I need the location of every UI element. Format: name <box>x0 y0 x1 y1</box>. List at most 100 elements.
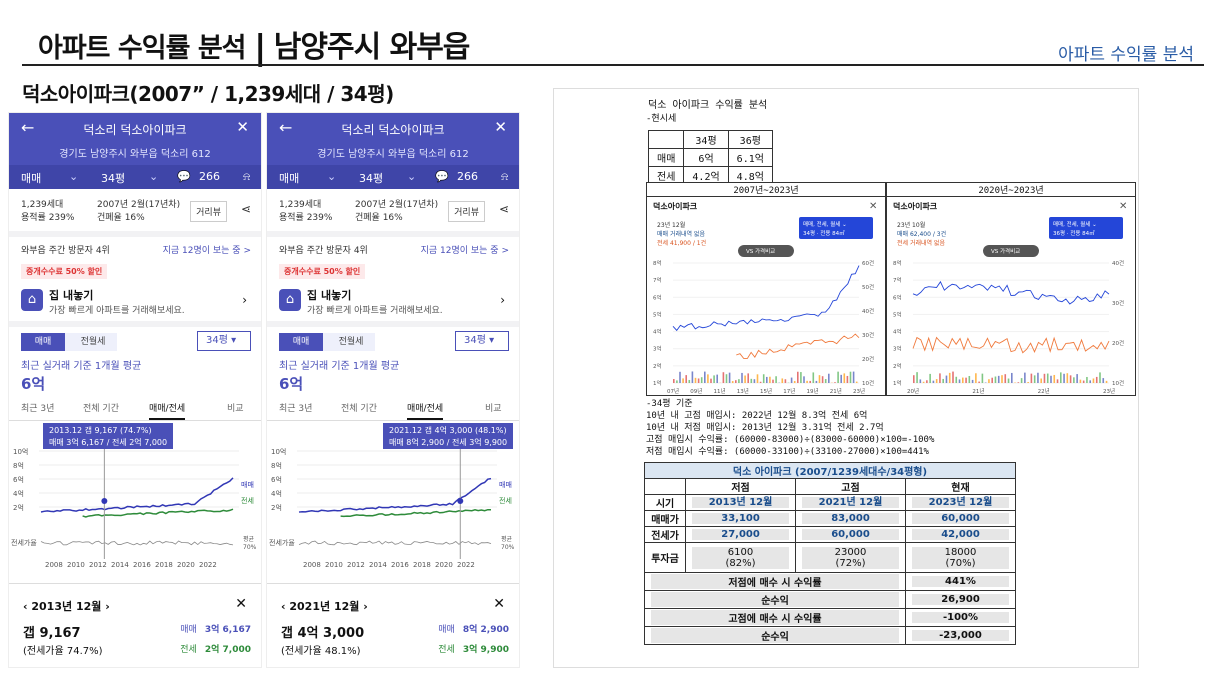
volume-bar <box>948 372 951 383</box>
prev-month-icon[interactable]: ‹ <box>281 600 290 613</box>
discount-badge: 중개수수료 50% 할인 <box>21 264 108 279</box>
jeonse-series-label: 전세 <box>499 496 512 505</box>
table-cell: 60,000 <box>904 510 1017 527</box>
size-select[interactable]: 34평 <box>359 172 384 185</box>
summary-value: -23,000 <box>911 630 1009 641</box>
volume-bar <box>1069 375 1072 383</box>
summary-value-cell: -100% <box>904 608 1017 627</box>
volume-bar <box>922 381 925 383</box>
now-viewing-link[interactable]: 지금 12명이 보는 중 > <box>162 246 251 256</box>
selected-month-detail: ‹ 2013년 12월 › ✕ 갭 9,167 (전세가율 74.7%) 매매 3… <box>9 583 261 663</box>
share-icon[interactable]: ⋖ <box>498 202 509 216</box>
next-month-icon[interactable]: › <box>359 600 368 613</box>
table-cell-value: 2023년 12월 <box>911 497 1009 508</box>
bell-icon[interactable]: ⍾ <box>243 170 251 183</box>
size-select[interactable]: 34평 <box>101 172 126 185</box>
x-tick-label: 2020 <box>435 561 453 569</box>
chart-note: 매매 거래내역 없음 <box>657 230 705 238</box>
tab-sale-jeonse[interactable]: 매매/전세 <box>149 401 186 420</box>
x-tick-label: 2012 <box>89 561 107 569</box>
back-arrow-icon[interactable]: ← <box>279 118 293 137</box>
volume-bar <box>784 379 787 383</box>
price-chart-svg: 10억 8억 6억 4억 2억 2008 2010 2012 2014 2016 2018 2020 2… <box>11 423 257 569</box>
y2-tick-label: 40건 <box>862 308 874 315</box>
summary-value-cell: 26,900 <box>904 590 1017 609</box>
close-icon[interactable]: ✕ <box>494 118 507 136</box>
close-icon[interactable]: ✕ <box>235 596 247 612</box>
street-view-button[interactable]: 거리뷰 <box>448 201 485 222</box>
tab-rent[interactable]: 전월세 <box>338 337 364 347</box>
trade-type-select[interactable]: 매매 <box>279 172 300 185</box>
share-icon[interactable]: ⋖ <box>240 202 251 216</box>
x-tick-label: 2014 <box>111 561 129 569</box>
volume-bar <box>1066 373 1069 383</box>
tab-recent-3y[interactable]: 최근 3년 <box>279 404 313 414</box>
comment-icon[interactable]: 💬 <box>435 170 449 183</box>
complex-address: 경기도 남양주시 와부읍 덕소리 612 <box>59 149 211 160</box>
x-tick-label: 2022 <box>199 561 217 569</box>
phone-screenshot: ← 덕소리 덕소아이파크 ✕ 경기도 남양주시 와부읍 덕소리 612 매매 ⌄… <box>266 112 520 668</box>
bell-icon[interactable]: ⍾ <box>501 170 509 183</box>
volume-bar <box>790 377 793 383</box>
tab-sale[interactable]: 매매 <box>279 333 323 351</box>
prev-month-icon[interactable]: ‹ <box>23 600 32 613</box>
close-icon[interactable]: ✕ <box>236 118 249 136</box>
volume-bar <box>828 373 830 383</box>
y-tick-label: 6억 <box>13 476 24 484</box>
compare-button[interactable] <box>738 245 794 257</box>
volume-bar <box>988 379 990 383</box>
banner-desc: 가장 빠르게 아파트를 거래해보세요. <box>307 306 443 316</box>
tab-sale[interactable]: 매매 <box>21 333 65 351</box>
chevron-down-icon: ⌄ <box>327 170 337 183</box>
close-icon[interactable]: ✕ <box>493 596 505 612</box>
filter-button[interactable] <box>1049 217 1123 239</box>
mini-cell: 6.1억 <box>727 148 773 167</box>
next-month-icon[interactable]: › <box>101 600 110 613</box>
tab-all-period[interactable]: 전체 기간 <box>341 404 377 414</box>
chart-price: 전세 41,900 / 1건 <box>657 239 706 247</box>
price-chart[interactable]: 10억 8억 6억 4억 2억 2008 2010 2012 2014 2016 2018 2020 2… <box>9 421 261 583</box>
y-tick-label: 1억 <box>653 379 662 387</box>
x-tick-label: 13년 <box>737 387 749 395</box>
volume-bar <box>716 374 718 383</box>
tab-rent[interactable]: 전월세 <box>80 337 106 347</box>
close-icon[interactable]: ✕ <box>1119 201 1127 212</box>
comment-count[interactable]: 266 <box>199 170 220 183</box>
list-property-banner[interactable]: ⌂ 집 내놓기 가장 빠르게 아파트를 거래해보세요. › <box>267 279 519 327</box>
street-view-button[interactable]: 거리뷰 <box>190 201 227 222</box>
size-dropdown[interactable]: 34평 ▾ <box>197 331 251 351</box>
size-dropdown[interactable]: 34평 ▾ <box>455 331 509 351</box>
back-arrow-icon[interactable]: ← <box>21 118 35 137</box>
tab-all-period[interactable]: 전체 기간 <box>83 404 119 414</box>
volume-bar <box>926 380 928 383</box>
tooltip-line1: 2021.12 갭 4억 3,000 (48.1%) <box>389 425 507 435</box>
compare-label: VS 가격비교 <box>746 247 775 255</box>
y-tick-label: 4억 <box>653 328 662 336</box>
close-icon[interactable]: ✕ <box>869 201 877 212</box>
list-property-banner[interactable]: ⌂ 집 내놓기 가장 빠르게 아파트를 거래해보세요. › <box>9 279 261 327</box>
y2-tick-label: 10건 <box>1112 380 1124 387</box>
comment-icon[interactable]: 💬 <box>177 170 191 183</box>
compare-button[interactable] <box>983 245 1039 257</box>
tab-compare[interactable]: 비교 <box>485 404 502 414</box>
table-cell-value: 60,000 <box>802 529 899 540</box>
table-cell-value: 18000 (70%) <box>911 546 1009 569</box>
y-tick-label: 7억 <box>893 276 902 284</box>
y2-tick-label: 30건 <box>862 332 874 339</box>
volume-bar <box>952 371 954 383</box>
building-ratio: 건폐율 16% <box>97 213 145 223</box>
now-viewing-link[interactable]: 지금 12명이 보는 중 > <box>420 246 509 256</box>
tab-recent-3y[interactable]: 최근 3년 <box>21 404 55 414</box>
filter-button[interactable] <box>799 217 873 239</box>
complex-info: 1,239세대 용적률 239% 2007년 2월(17년차) 건폐율 16% 거리… <box>267 189 519 237</box>
x-tick-label: 17년 <box>783 387 795 395</box>
comment-count[interactable]: 266 <box>457 170 478 183</box>
price-chart[interactable]: 10억 8억 6억 4억 2억 2008 2010 2012 2014 2016 2018 2020 2… <box>267 421 519 583</box>
volume-bar <box>1076 374 1078 383</box>
volume-bar <box>688 379 691 383</box>
tab-sale-jeonse[interactable]: 매매/전세 <box>407 401 444 420</box>
tab-compare[interactable]: 비교 <box>227 404 244 414</box>
size-label: 34평 · 전용 84㎡ <box>803 229 845 237</box>
trade-type-select[interactable]: 매매 <box>21 172 42 185</box>
